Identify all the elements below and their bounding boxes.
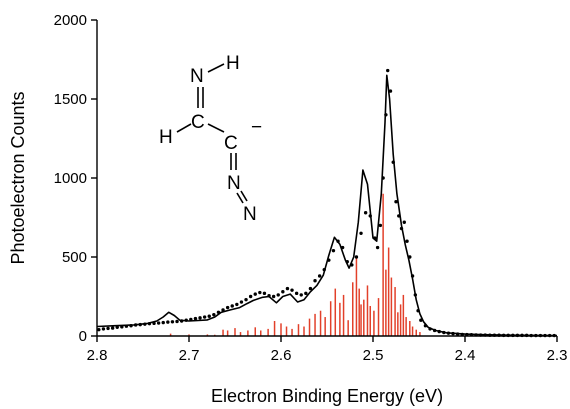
data-point-45 xyxy=(304,292,307,295)
data-point-16 xyxy=(171,320,174,323)
negative-charge: − xyxy=(251,117,262,138)
data-point-22 xyxy=(198,316,201,319)
y-axis-title: Photoelectron Counts xyxy=(8,91,28,264)
bond-n-n-triple-b xyxy=(241,191,247,201)
data-point-44 xyxy=(300,293,303,296)
data-point-38 xyxy=(272,295,275,298)
bond-n-n-triple-a xyxy=(237,193,243,203)
x-tick-label-0: 2.8 xyxy=(87,347,108,364)
data-point-40 xyxy=(281,290,284,293)
atom-c-left: C xyxy=(191,112,205,133)
data-point-28 xyxy=(226,306,229,309)
data-point-33 xyxy=(249,295,252,298)
data-point-23 xyxy=(203,315,206,318)
data-point-24 xyxy=(208,315,211,318)
data-point-48 xyxy=(318,274,321,277)
x-tick-label-2: 2.6 xyxy=(271,347,292,364)
atom-c-right: C xyxy=(224,133,238,154)
data-point-36 xyxy=(263,292,266,295)
y-ticks: 0 500 1000 1500 2000 xyxy=(54,12,97,345)
data-point-3 xyxy=(111,326,114,329)
data-point-42 xyxy=(290,288,293,291)
data-point-2 xyxy=(106,327,109,330)
atom-n-middle: N xyxy=(227,173,241,194)
data-point-17 xyxy=(175,320,178,323)
data-point-71 xyxy=(403,221,406,224)
data-point-56 xyxy=(355,255,358,258)
atom-n-top: N xyxy=(190,66,204,87)
data-point-41 xyxy=(286,287,289,290)
experimental-data-points xyxy=(97,69,556,337)
data-point-61 xyxy=(376,246,379,249)
data-point-43 xyxy=(295,292,298,295)
data-point-58 xyxy=(364,211,367,214)
x-axis-title: Electron Binding Energy (eV) xyxy=(211,386,443,406)
atom-h-top: H xyxy=(226,53,240,74)
bond-n-h xyxy=(208,64,224,72)
x-ticks: 2.8 2.7 2.6 2.5 2.4 2.3 xyxy=(87,336,568,364)
data-point-15 xyxy=(166,320,169,323)
data-point-32 xyxy=(244,298,247,301)
data-point-34 xyxy=(254,292,257,295)
data-point-35 xyxy=(258,291,261,294)
data-point-14 xyxy=(162,321,165,324)
data-point-57 xyxy=(359,232,362,235)
data-point-47 xyxy=(313,279,316,282)
y-tick-label-0: 0 xyxy=(79,328,87,345)
y-tick-label-4: 2000 xyxy=(54,12,87,29)
atom-h-left: H xyxy=(159,127,173,148)
data-point-1 xyxy=(102,327,105,330)
y-tick-label-1: 500 xyxy=(62,249,87,266)
data-point-62 xyxy=(379,224,382,227)
data-point-29 xyxy=(231,304,234,307)
axes xyxy=(97,20,557,336)
y-tick-label-3: 1500 xyxy=(54,91,87,108)
data-point-30 xyxy=(235,303,238,306)
data-point-72 xyxy=(405,240,408,243)
simulated-spectrum-line xyxy=(97,75,557,335)
bond-c-h xyxy=(177,124,191,132)
data-point-39 xyxy=(277,293,280,296)
bond-c-c xyxy=(208,124,224,132)
x-tick-label-4: 2.4 xyxy=(455,347,476,364)
y-tick-label-2: 1000 xyxy=(54,170,87,187)
atom-n-bottom: N xyxy=(243,204,257,225)
calculated-stick-spectrum xyxy=(171,194,420,336)
data-point-65 xyxy=(386,69,389,72)
x-tick-label-5: 2.3 xyxy=(547,347,568,364)
data-point-51 xyxy=(332,249,335,252)
x-tick-label-3: 2.5 xyxy=(363,347,384,364)
x-tick-label-1: 2.7 xyxy=(179,347,200,364)
molecule-structure: N H C H C − N N xyxy=(159,53,262,225)
data-point-31 xyxy=(240,300,243,303)
data-point-13 xyxy=(157,321,160,324)
